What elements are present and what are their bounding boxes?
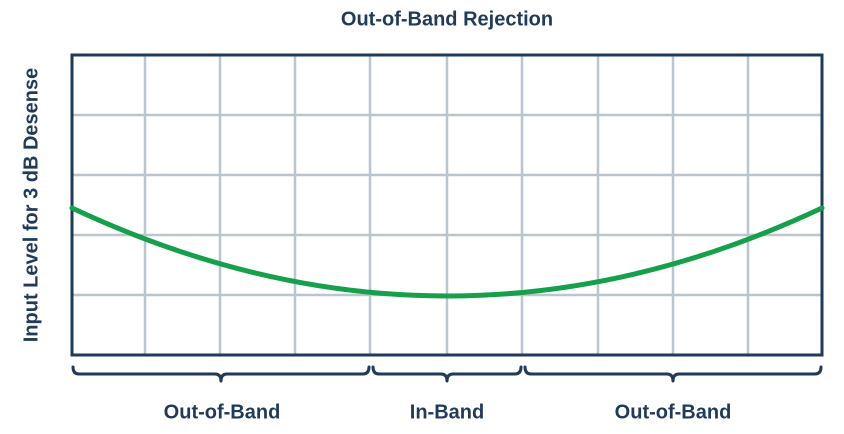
region-label: Out-of-Band [164, 401, 281, 423]
brace [371, 365, 523, 383]
plot-frame [70, 53, 824, 357]
brace [523, 365, 823, 383]
title: Out-of-Band Rejection [341, 8, 553, 30]
grid [72, 55, 822, 355]
y-axis-label: Input Level for 3 dB Desense [20, 68, 42, 343]
region-label: Out-of-Band [615, 401, 732, 423]
region-label: In-Band [410, 401, 484, 423]
rejection-curve [69, 205, 825, 299]
brace [71, 365, 371, 383]
